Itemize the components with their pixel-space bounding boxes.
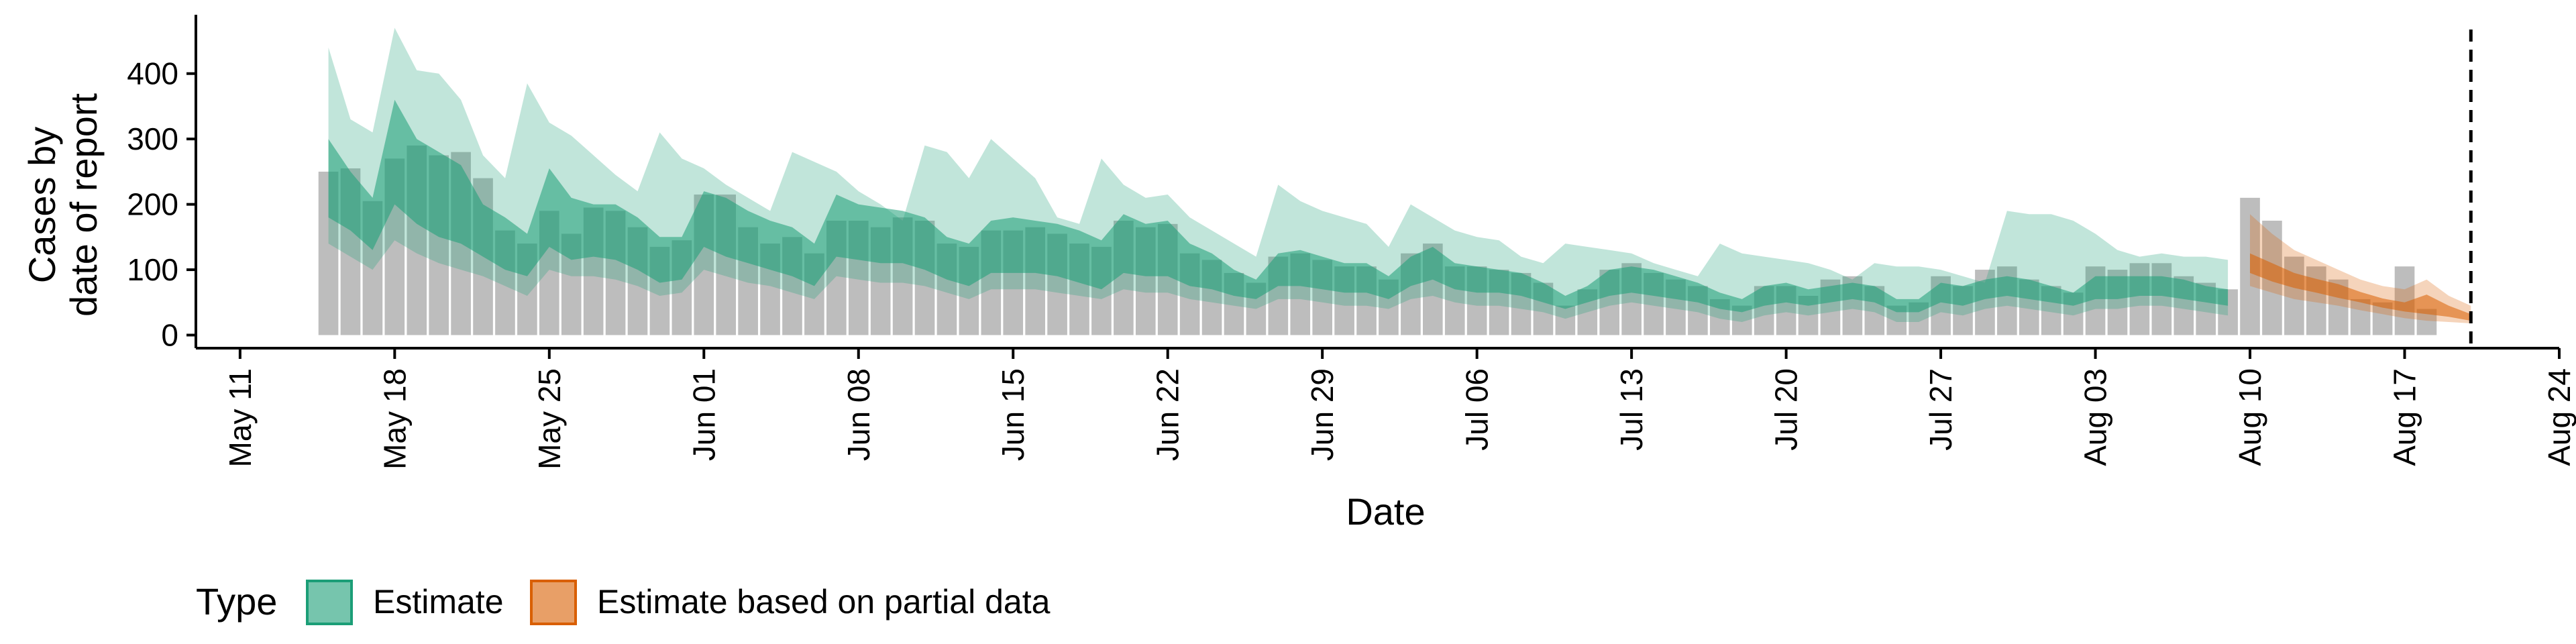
x-axis-title: Date — [1346, 490, 1425, 533]
estimate-ribbon-50 — [328, 99, 2229, 313]
x-tick-label: May 18 — [377, 368, 412, 470]
x-tick-label: Jun 01 — [686, 368, 721, 461]
y-tick-label: 200 — [127, 187, 178, 222]
x-tick-label: May 11 — [223, 368, 258, 467]
case-bar — [2129, 263, 2150, 335]
x-tick-label: Jul 06 — [1460, 368, 1495, 451]
x-tick-label: Jul 20 — [1769, 368, 1804, 451]
x-tick-label: Jul 27 — [1923, 368, 1958, 451]
x-tick-label: Aug 10 — [2233, 368, 2267, 466]
y-tick-label: 400 — [127, 56, 178, 91]
legend-key-estimate — [306, 580, 353, 625]
y-axis-title-line: date of report — [62, 93, 105, 317]
legend-label: Estimate — [373, 583, 504, 621]
y-tick-label: 0 — [161, 318, 178, 353]
case-bar — [2284, 256, 2304, 335]
axes-layer: 0 100 200 300 400 May 11 May 18 May 25 Jun 01 Jun… — [21, 15, 2576, 533]
ribbons-layer — [328, 28, 2471, 323]
y-axis-title: Cases bydate of report — [21, 93, 105, 317]
x-tick-label: Jun 29 — [1305, 368, 1340, 461]
partial-estimate-ribbon-90 — [2250, 214, 2471, 323]
x-tick-label: May 25 — [532, 368, 567, 470]
partial-estimate-ribbon-50 — [2250, 253, 2471, 321]
x-tick-label: Jun 08 — [841, 368, 876, 461]
x-tick-label: Aug 03 — [2078, 368, 2113, 466]
x-tick-label: Jun 22 — [1150, 368, 1185, 461]
case-bar — [2350, 299, 2371, 335]
x-tick-label: Aug 17 — [2387, 368, 2422, 466]
legend-layer: Type Estimate Estimate based on partial da… — [196, 580, 1051, 625]
legend-label: Estimate based on partial data — [597, 583, 1051, 621]
x-tick-label: Aug 24 — [2542, 368, 2576, 466]
x-tick-label: Jul 13 — [1614, 368, 1649, 451]
case-bar — [2151, 263, 2172, 335]
x-tick-label: Jun 15 — [996, 368, 1030, 461]
legend-key-partial — [530, 580, 577, 625]
y-axis-title-line: Cases by — [21, 127, 63, 283]
y-tick-label: 100 — [127, 252, 178, 287]
legend-title: Type — [196, 580, 277, 623]
y-tick-label: 300 — [127, 121, 178, 156]
case-bar — [1555, 305, 1576, 335]
